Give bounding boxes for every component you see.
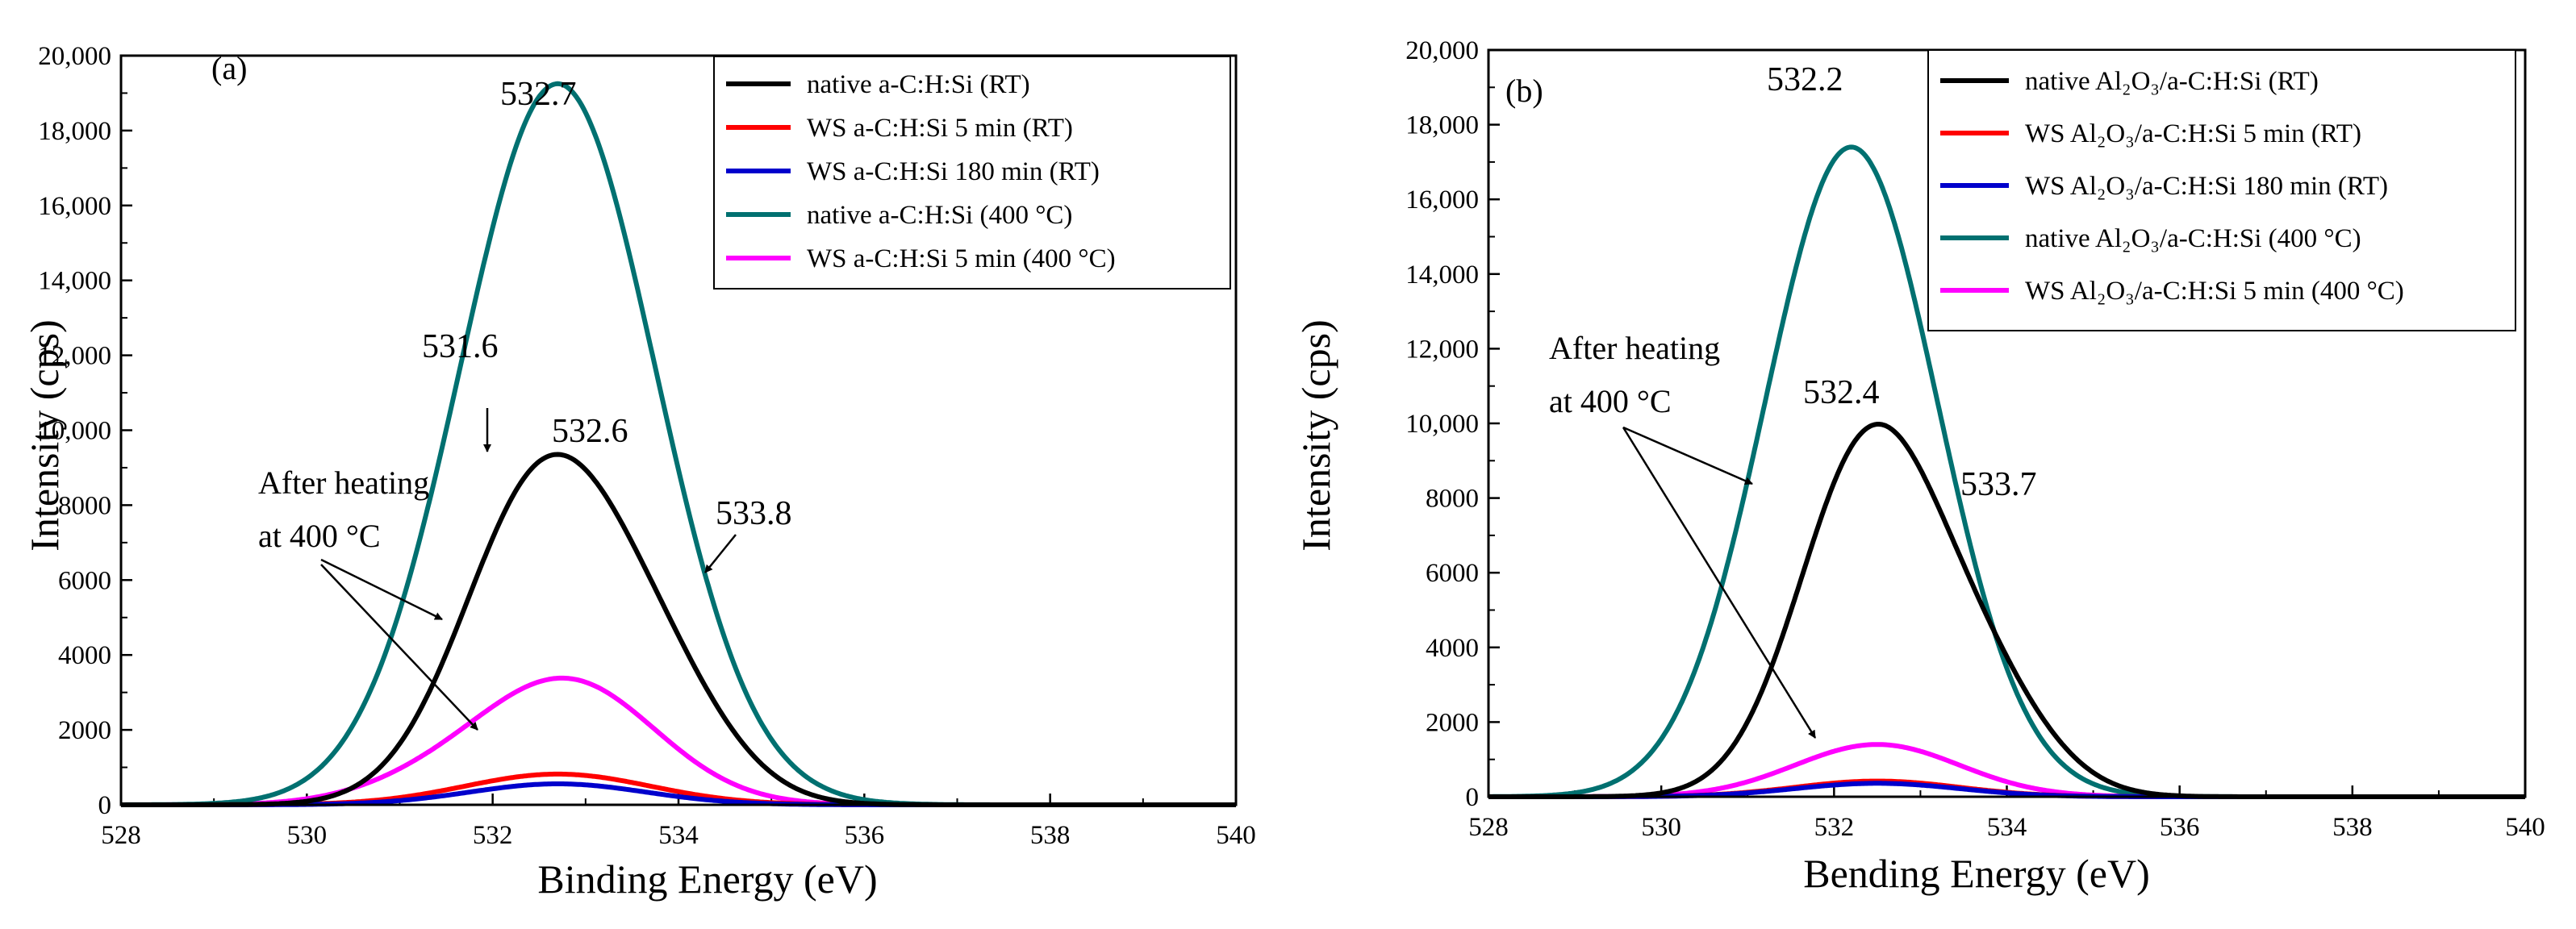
panel-a-y-tick-label-16000: 16,000	[38, 192, 111, 221]
legend-b-label-ws-5min-rt: WS Al₂O₃/a-C:H:Si 5 min (RT)	[2025, 119, 2361, 148]
panel-b-annotation-line2: at 400 °C	[1549, 383, 1672, 419]
panel-b-legend: native Al₂O₃/a-C:H:Si (RT) WS Al₂O₃/a-C:…	[1927, 49, 2516, 331]
panel-a-x-tick-label-540: 540	[1216, 821, 1256, 850]
arrow-to-533-8-shoulder	[704, 534, 737, 573]
panel-b-legend-box	[1927, 49, 2516, 331]
panel-a-label: (a)	[211, 50, 247, 86]
panel-b-y-tick-label-16000: 16,000	[1405, 185, 1479, 215]
panel-a-x-tick-label-532: 532	[473, 821, 513, 850]
panel-b-y-tick-label-12000: 12,000	[1405, 335, 1479, 364]
legend-label-native-rt: native a-C:H:Si (RT)	[807, 70, 1030, 99]
panel-a-y-tick-label-4000: 4000	[58, 641, 111, 670]
peak-label-533-7: 533.7	[1960, 466, 2037, 503]
panel-b-x-tick-label-528: 528	[1468, 813, 1509, 842]
legend-b-label-ws-5min-400c: WS Al₂O₃/a-C:H:Si 5 min (400 °C)	[2025, 277, 2404, 306]
panel-a-y-tick-label-18000: 18,000	[38, 117, 111, 146]
legend-b-label-ws-180min-rt: WS Al₂O₃/a-C:H:Si 180 min (RT)	[2025, 172, 2388, 201]
panel-a-x-tick-label-534: 534	[658, 821, 699, 850]
panel-a-y-tick-label-20000: 20,000	[38, 42, 111, 71]
panel-b-y-tick-label-4000: 4000	[1426, 634, 1479, 663]
panel-b-y-axis-title: Intensity (cps)	[1293, 319, 1338, 551]
panel-b-y-tick-label-6000: 6000	[1426, 559, 1479, 588]
panel-a-series-4-line	[120, 675, 1237, 807]
legend-label-ws-180min-rt: WS a-C:H:Si 180 min (RT)	[807, 157, 1100, 186]
panel-b-y-tick-label-14000: 14,000	[1405, 260, 1479, 290]
panel-b-arrow-to-ws-400c	[1622, 427, 1817, 739]
panel-a-x-tick-label-536: 536	[845, 821, 885, 850]
legend-b-label-native-rt: native Al₂O₃/a-C:H:Si (RT)	[2025, 67, 2319, 96]
panel-a-legend-box	[713, 56, 1231, 290]
peak-label-532-6: 532.6	[552, 413, 628, 450]
legend-label-native-400c: native a-C:H:Si (400 °C)	[807, 201, 1072, 230]
after-heating-annotation-line2: at 400 °C	[258, 518, 381, 554]
panel-a-x-tick-label-530: 530	[287, 821, 328, 850]
peak-label-533-8: 533.8	[716, 495, 792, 532]
legend-b-label-native-400c: native Al₂O₃/a-C:H:Si (400 °C)	[2025, 224, 2361, 253]
peak-label-532-7: 532.7	[500, 76, 577, 113]
panel-a-y-tick-label-8000: 8000	[58, 491, 111, 520]
panel-b-y-tick-label-10000: 10,000	[1405, 410, 1479, 439]
peak-label-531-6: 531.6	[422, 328, 499, 365]
panel-b-x-axis-title: Bending Energy (eV)	[1803, 851, 2150, 896]
panel-b-y-tick-label-0: 0	[1466, 783, 1480, 812]
peak-label-532-4: 532.4	[1803, 374, 1880, 411]
panel-b-x-tick-label-532: 532	[1814, 813, 1855, 842]
panel-b-y-tick-label-2000: 2000	[1426, 708, 1479, 737]
panel-a-y-tick-label-6000: 6000	[58, 566, 111, 595]
panel-b-x-tick-label-534: 534	[1987, 813, 2027, 842]
peak-label-532-2: 532.2	[1767, 61, 1843, 98]
panel-a-y-axis-title: Intensity (cps)	[22, 319, 67, 551]
panel-b-arrow-to-native-400c	[1622, 426, 1753, 485]
legend-label-ws-5min-400c: WS a-C:H:Si 5 min (400 °C)	[807, 244, 1116, 273]
panel-a-chart: 528 530 532 534 536 538 540 0 2000 4000 6000 8000 10…	[22, 42, 1256, 902]
panel-a-x-axis-title: Binding Energy (eV)	[537, 856, 877, 902]
panel-a-series-0-line	[120, 452, 1237, 807]
panel-b-x-tick-label-540: 540	[2505, 813, 2545, 842]
panel-a-x-tick-label-538: 538	[1030, 821, 1071, 850]
panel-b-y-tick-label-20000: 20,000	[1405, 36, 1479, 65]
panel-b-chart: 528 530 532 534 536 538 540 0 2000 4000 6000 8000 10…	[1293, 36, 2545, 896]
panel-b-y-tick-label-8000: 8000	[1426, 485, 1479, 514]
after-heating-annotation-line1: After heating	[258, 464, 429, 501]
panel-a-y-tick-label-0: 0	[98, 791, 112, 820]
panel-a-y-tick-label-12000: 12,000	[38, 342, 111, 371]
panel-b-y-tick-label-18000: 18,000	[1405, 111, 1479, 140]
panel-a-ticks: 528 530 532 534 536 538 540 0 2000 4000 6000 8000 10…	[38, 42, 1256, 850]
panel-a-y-tick-label-10000: 10,000	[38, 417, 111, 446]
panel-b-annotation-line1: After heating	[1549, 330, 1720, 366]
arrow-to-ws-400c-curve	[320, 564, 478, 731]
panel-a-y-tick-label-14000: 14,000	[38, 267, 111, 296]
legend-label-ws-5min-rt: WS a-C:H:Si 5 min (RT)	[807, 114, 1073, 143]
panel-a-legend: native a-C:H:Si (RT) WS a-C:H:Si 5 min (…	[713, 56, 1231, 290]
arrow-to-native-400c-curve	[320, 558, 443, 621]
panel-a-y-tick-label-2000: 2000	[58, 716, 111, 745]
panel-b-x-tick-label-536: 536	[2160, 813, 2200, 842]
panel-a-x-tick-label-528: 528	[101, 821, 141, 850]
panel-b-x-tick-label-530: 530	[1641, 813, 1681, 842]
panel-a-plot-frame	[119, 54, 1238, 806]
panel-b-label: (b)	[1505, 73, 1543, 109]
panel-b-x-tick-label-538: 538	[2332, 813, 2373, 842]
